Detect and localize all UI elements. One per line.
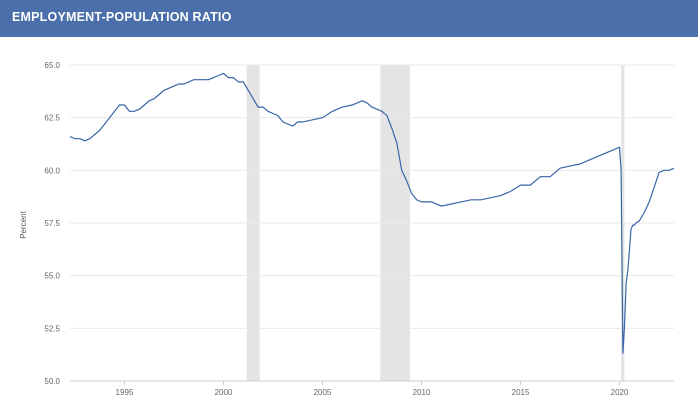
y-tick-label: 55.0 bbox=[44, 272, 60, 281]
y-tick-label: 52.5 bbox=[44, 324, 60, 333]
x-tick-label: 2000 bbox=[215, 388, 233, 397]
y-axis-ticks: 50.0 52.5 55.0 57.5 60.0 62.5 65.0 bbox=[44, 61, 60, 386]
x-tick-label: 2020 bbox=[611, 388, 629, 397]
y-tick-label: 65.0 bbox=[44, 61, 60, 70]
gridlines bbox=[70, 64, 674, 382]
chart-header: EMPLOYMENT-POPULATION RATIO bbox=[0, 0, 698, 37]
employment-population-chart: 50.0 52.5 55.0 57.5 60.0 62.5 65.0 1995 2000 200… bbox=[19, 61, 675, 397]
y-tick-label: 60.0 bbox=[44, 166, 60, 175]
x-tick-label: 2005 bbox=[314, 388, 332, 397]
y-tick-label: 62.5 bbox=[44, 114, 60, 123]
y-axis-label: Percent bbox=[19, 210, 28, 238]
x-axis-ticks: 1995 2000 2005 2010 2015 2020 bbox=[116, 381, 629, 397]
x-tick-label: 2010 bbox=[413, 388, 431, 397]
chart-title: EMPLOYMENT-POPULATION RATIO bbox=[12, 10, 232, 24]
y-tick-label: 50.0 bbox=[44, 377, 60, 386]
x-tick-label: 1995 bbox=[116, 388, 134, 397]
x-tick-label: 2015 bbox=[512, 388, 530, 397]
y-tick-label: 57.5 bbox=[44, 219, 60, 228]
series-line bbox=[69, 72, 675, 354]
